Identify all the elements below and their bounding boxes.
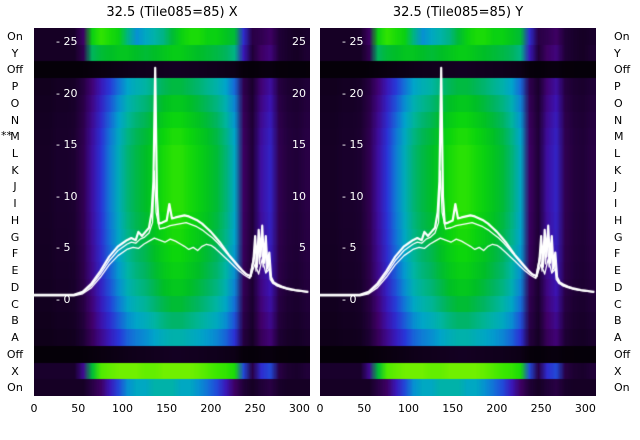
- y-tick-5: - 5: [56, 241, 71, 255]
- row-label-o: O: [614, 96, 623, 110]
- row-label-h: H: [10, 213, 20, 227]
- row-label-y: Y: [614, 46, 621, 60]
- panel-title-y: 32.5 (Tile085=85) Y: [392, 5, 524, 20]
- row-labels-left: On Y Off P O N M L K J I H G F E D C B A Off X On: [0, 28, 30, 396]
- row-label-d: D: [614, 280, 623, 294]
- row-label-off: Off: [614, 63, 631, 77]
- row-label-p: P: [11, 80, 19, 94]
- row-label-i: I: [13, 197, 17, 211]
- heatmap-canvas-x: [34, 28, 310, 396]
- row-label-x: X: [614, 364, 622, 378]
- row-label-off: Off: [6, 347, 24, 361]
- row-label-b: B: [614, 314, 622, 328]
- row-label-on: On: [614, 381, 630, 395]
- row-label-k: K: [614, 163, 622, 177]
- x-tick-300: 300: [288, 402, 310, 415]
- row-marker: **: [1, 128, 12, 142]
- row-label-y: Y: [11, 46, 19, 60]
- x-tick-100: 100: [397, 402, 419, 415]
- x-axis-ticks-y: 0 50 100 150 200 250 300: [317, 402, 596, 418]
- y-tick-right-15: 15: [292, 138, 306, 152]
- x-tick-150: 150: [442, 402, 464, 415]
- row-label-off: Off: [6, 63, 24, 77]
- row-label-l: L: [614, 147, 621, 160]
- row-label-d: D: [10, 280, 20, 294]
- row-label-h: H: [614, 213, 623, 227]
- row-label-a: A: [614, 331, 622, 345]
- y-tick-20: - 20: [342, 86, 364, 100]
- row-label-b: B: [11, 314, 19, 328]
- y-tick-5: - 5: [342, 241, 357, 255]
- x-tick-0: 0: [30, 402, 38, 415]
- row-label-p: P: [614, 80, 621, 94]
- row-label-c: C: [11, 297, 19, 311]
- row-label-on: On: [614, 29, 630, 43]
- row-label-c: C: [614, 297, 622, 311]
- row-label-x: X: [11, 364, 19, 378]
- x-tick-200: 200: [486, 402, 508, 415]
- row-label-m: M: [10, 130, 20, 144]
- y-tick-0: - 0: [56, 293, 71, 306]
- x-tick-250: 250: [244, 402, 266, 415]
- heatmap-panel-y: - 25 - 20 - 15 - 10 - 5 - 0: [320, 28, 596, 396]
- row-label-o: O: [10, 96, 20, 110]
- row-label-f: F: [614, 247, 621, 261]
- x-axis-ticks-x: 0 50 100 150 200 250 300: [31, 402, 310, 418]
- row-label-k: K: [11, 163, 19, 177]
- heatmap-panel-x: - 25 - 20 - 15 - 10 - 5 - 0 25 20 15 10 5: [34, 28, 310, 396]
- row-label-l: L: [11, 147, 19, 160]
- y-tick-right-20: 20: [292, 86, 306, 100]
- row-label-g: G: [614, 230, 623, 244]
- row-label-n: N: [10, 113, 20, 127]
- row-labels-right: On Y Off P O N M L K J I H G F E D C B A Off X On: [604, 28, 640, 396]
- row-label-on: On: [7, 381, 23, 395]
- x-tick-200: 200: [200, 402, 222, 415]
- y-tick-0: - 0: [342, 293, 357, 306]
- heatmap-canvas-y: [320, 28, 596, 396]
- x-tick-250: 250: [530, 402, 552, 415]
- row-label-a: A: [11, 331, 19, 345]
- row-label-j: J: [13, 180, 17, 194]
- row-label-e: E: [614, 264, 621, 278]
- row-label-g: G: [10, 230, 20, 244]
- panel-title-x: 32.5 (Tile085=85) X: [106, 5, 238, 20]
- x-tick-300: 300: [574, 402, 596, 415]
- y-tick-right-10: 10: [292, 189, 306, 203]
- x-tick-50: 50: [71, 402, 86, 415]
- row-label-j: J: [614, 180, 618, 194]
- y-tick-25: - 25: [56, 35, 78, 48]
- y-tick-15: - 15: [342, 138, 364, 152]
- x-tick-100: 100: [111, 402, 133, 415]
- row-label-f: F: [11, 247, 19, 261]
- y-tick-10: - 10: [56, 189, 78, 203]
- row-label-m: M: [614, 130, 624, 144]
- y-tick-15: - 15: [56, 138, 78, 152]
- y-tick-right-25: 25: [292, 35, 306, 48]
- row-label-n: N: [614, 113, 623, 127]
- x-tick-50: 50: [357, 402, 372, 415]
- y-tick-20: - 20: [56, 86, 78, 100]
- x-tick-0: 0: [316, 402, 324, 415]
- row-label-e: E: [11, 264, 19, 278]
- row-label-i: I: [614, 197, 618, 211]
- y-tick-25: - 25: [342, 35, 364, 48]
- row-label-on: On: [7, 29, 23, 43]
- row-label-off: Off: [614, 347, 631, 361]
- y-tick-right-5: 5: [299, 241, 306, 255]
- x-tick-150: 150: [156, 402, 178, 415]
- y-tick-10: - 10: [342, 189, 364, 203]
